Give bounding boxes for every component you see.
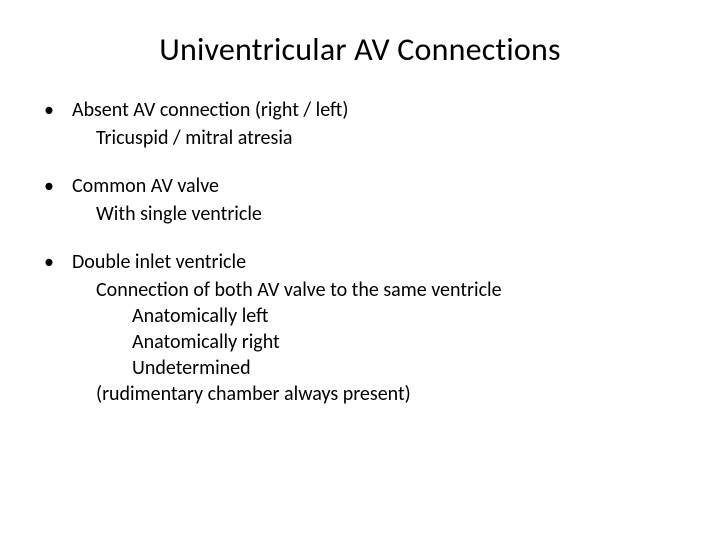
bullet-item: • Common AV valve — [40, 173, 680, 199]
bullet-marker-icon: • — [40, 249, 72, 275]
bullet-marker-icon: • — [40, 97, 72, 123]
bullet-item: • Double inlet ventricle — [40, 249, 680, 275]
bullet-subsubtext: Undetermined — [40, 355, 680, 381]
bullet-subtext: With single ventricle — [40, 201, 680, 227]
bullet-subtext: Tricuspid / mitral atresia — [40, 125, 680, 151]
bullet-item: • Absent AV connection (right / left) — [40, 97, 680, 123]
bullet-text: Double inlet ventricle — [72, 249, 680, 275]
bullet-text: Absent AV connection (right / left) — [72, 97, 680, 123]
slide: Univentricular AV Connections • Absent A… — [0, 0, 720, 540]
bullet-subtext: (rudimentary chamber always present) — [40, 381, 680, 407]
bullet-subsubtext: Anatomically right — [40, 329, 680, 355]
bullet-subtext: Connection of both AV valve to the same … — [40, 277, 680, 303]
bullet-marker-icon: • — [40, 173, 72, 199]
spacer — [40, 151, 680, 173]
bullet-text: Common AV valve — [72, 173, 680, 199]
bullet-subsubtext: Anatomically left — [40, 303, 680, 329]
spacer — [40, 227, 680, 249]
slide-title: Univentricular AV Connections — [40, 30, 680, 69]
slide-body: • Absent AV connection (right / left) Tr… — [40, 97, 680, 407]
